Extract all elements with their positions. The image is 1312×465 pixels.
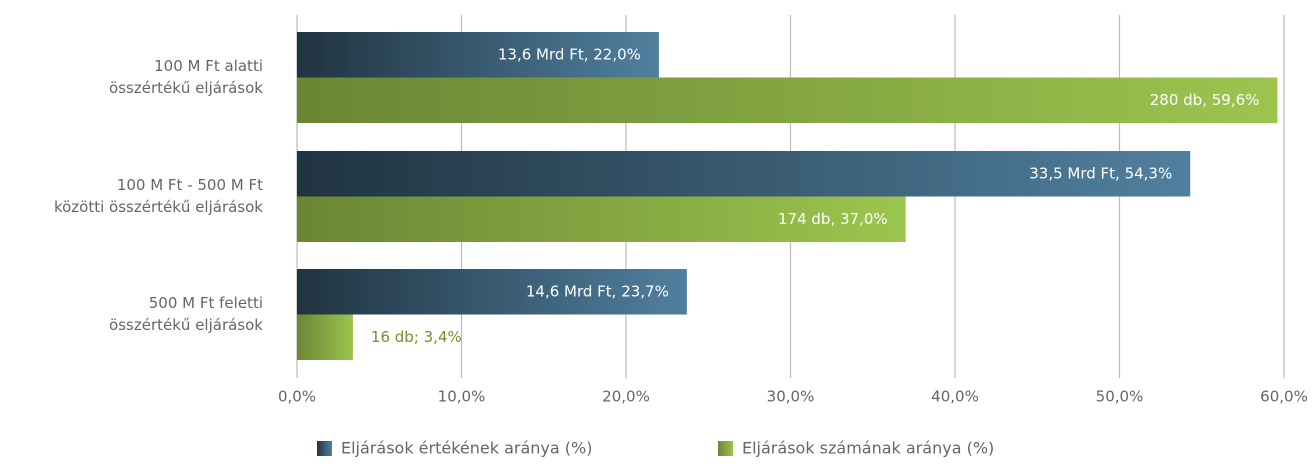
bar-shade xyxy=(297,77,1278,123)
legend-swatch-shade xyxy=(718,441,733,456)
bar-shade xyxy=(297,269,687,315)
value-label: 13,6 Mrd Ft, 22,0% xyxy=(498,45,641,63)
category-label: összértékű eljárások xyxy=(109,316,263,334)
x-tick-label: 60,0% xyxy=(1260,388,1308,406)
value-label: 16 db; 3,4% xyxy=(371,328,462,346)
legend-label: Eljárások számának aránya (%) xyxy=(742,439,994,458)
bar-shade xyxy=(297,196,906,242)
bar-shade xyxy=(297,32,659,78)
legend-label: Eljárások értékének aránya (%) xyxy=(341,439,592,458)
category-label: közötti összértékű eljárások xyxy=(54,198,263,216)
x-tick-label: 0,0% xyxy=(278,388,316,406)
category-label: 100 M Ft alatti xyxy=(154,57,263,75)
x-tick-label: 40,0% xyxy=(931,388,979,406)
bar-shade xyxy=(297,314,353,360)
category-label: 500 M Ft feletti xyxy=(149,294,263,312)
x-tick-label: 20,0% xyxy=(602,388,650,406)
x-tick-label: 10,0% xyxy=(438,388,486,406)
value-label: 33,5 Mrd Ft, 54,3% xyxy=(1029,164,1172,182)
value-label: 280 db, 59,6% xyxy=(1150,91,1260,109)
category-label: 100 M Ft - 500 M Ft xyxy=(117,176,263,194)
x-tick-label: 50,0% xyxy=(1096,388,1144,406)
value-label: 174 db, 37,0% xyxy=(778,210,888,228)
x-tick-label: 30,0% xyxy=(767,388,815,406)
value-label: 14,6 Mrd Ft, 23,7% xyxy=(526,282,669,300)
legend-swatch-shade xyxy=(317,441,332,456)
bar-shade xyxy=(297,151,1191,197)
category-label: összértékű eljárások xyxy=(109,79,263,97)
